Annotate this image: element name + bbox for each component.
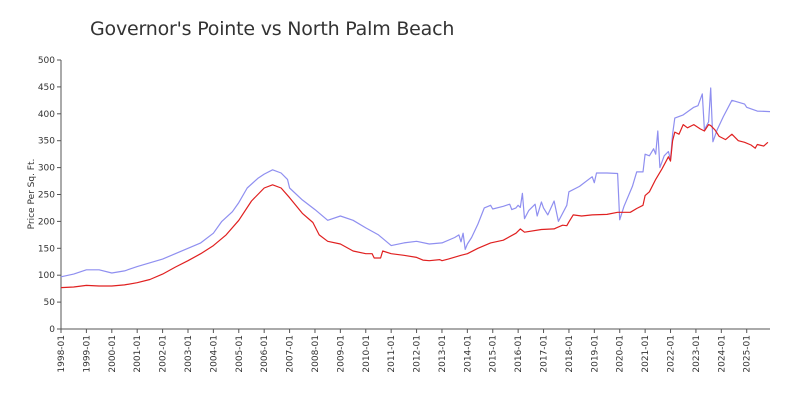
x-tick-label: 1999-01: [82, 335, 92, 373]
x-tick-label: 2013-01: [438, 335, 448, 373]
y-tick-label: 400: [38, 110, 55, 120]
series-line-2: [60, 124, 769, 289]
x-tick-label: 2019-01: [590, 335, 600, 373]
x-tick-label: 2023-01: [692, 335, 702, 373]
y-tick-label: 250: [38, 191, 55, 201]
x-tick-label: 2025-01: [743, 335, 753, 373]
x-tick-label: 2012-01: [413, 335, 423, 373]
y-tick-label: 100: [38, 271, 55, 281]
x-tick-label: 2004-01: [209, 335, 219, 373]
chart-series: [60, 87, 771, 289]
x-tick-label: 2009-01: [336, 335, 346, 373]
y-axis-label: Price Per Sq. Ft.: [27, 159, 37, 230]
x-axis-ticks: 1998-01 1999-01 2000-01 2001-01 2002-01 2003-…: [57, 329, 753, 373]
chart-title: Governor's Pointe vs North Palm Beach: [90, 18, 455, 40]
x-tick-label: 2002-01: [159, 335, 169, 373]
x-tick-label: 2005-01: [235, 335, 245, 373]
x-tick-label: 2020-01: [616, 335, 626, 373]
x-tick-label: 2021-01: [641, 335, 651, 373]
series-line-1: [60, 87, 771, 278]
x-tick-label: 2015-01: [489, 335, 499, 373]
x-tick-label: 2000-01: [108, 335, 118, 373]
x-tick-label: 2001-01: [133, 335, 143, 373]
x-tick-label: 2016-01: [514, 335, 524, 373]
x-tick-label: 1998-01: [57, 335, 67, 373]
y-axis-ticks: 0 50 100 150 200 250 300 350 400 450 500: [38, 56, 61, 335]
x-tick-label: 2011-01: [387, 335, 397, 373]
y-tick-label: 50: [44, 298, 56, 308]
chart-axes: [60, 60, 770, 330]
x-tick-label: 2006-01: [260, 335, 270, 373]
x-tick-label: 2014-01: [463, 335, 473, 373]
y-tick-label: 350: [38, 137, 55, 147]
x-tick-label: 2022-01: [667, 335, 677, 373]
x-tick-label: 2018-01: [565, 335, 575, 373]
y-tick-label: 450: [38, 83, 55, 93]
x-tick-label: 2010-01: [362, 335, 372, 373]
y-tick-label: 200: [38, 217, 55, 227]
x-tick-label: 2008-01: [311, 335, 321, 373]
x-tick-label: 2024-01: [717, 335, 727, 373]
x-tick-label: 2017-01: [540, 335, 550, 373]
y-tick-label: 500: [38, 56, 55, 66]
x-tick-label: 2003-01: [184, 335, 194, 373]
y-tick-label: 150: [38, 244, 55, 254]
y-tick-label: 300: [38, 164, 55, 174]
y-tick-label: 0: [49, 325, 55, 335]
x-tick-label: 2007-01: [286, 335, 296, 373]
